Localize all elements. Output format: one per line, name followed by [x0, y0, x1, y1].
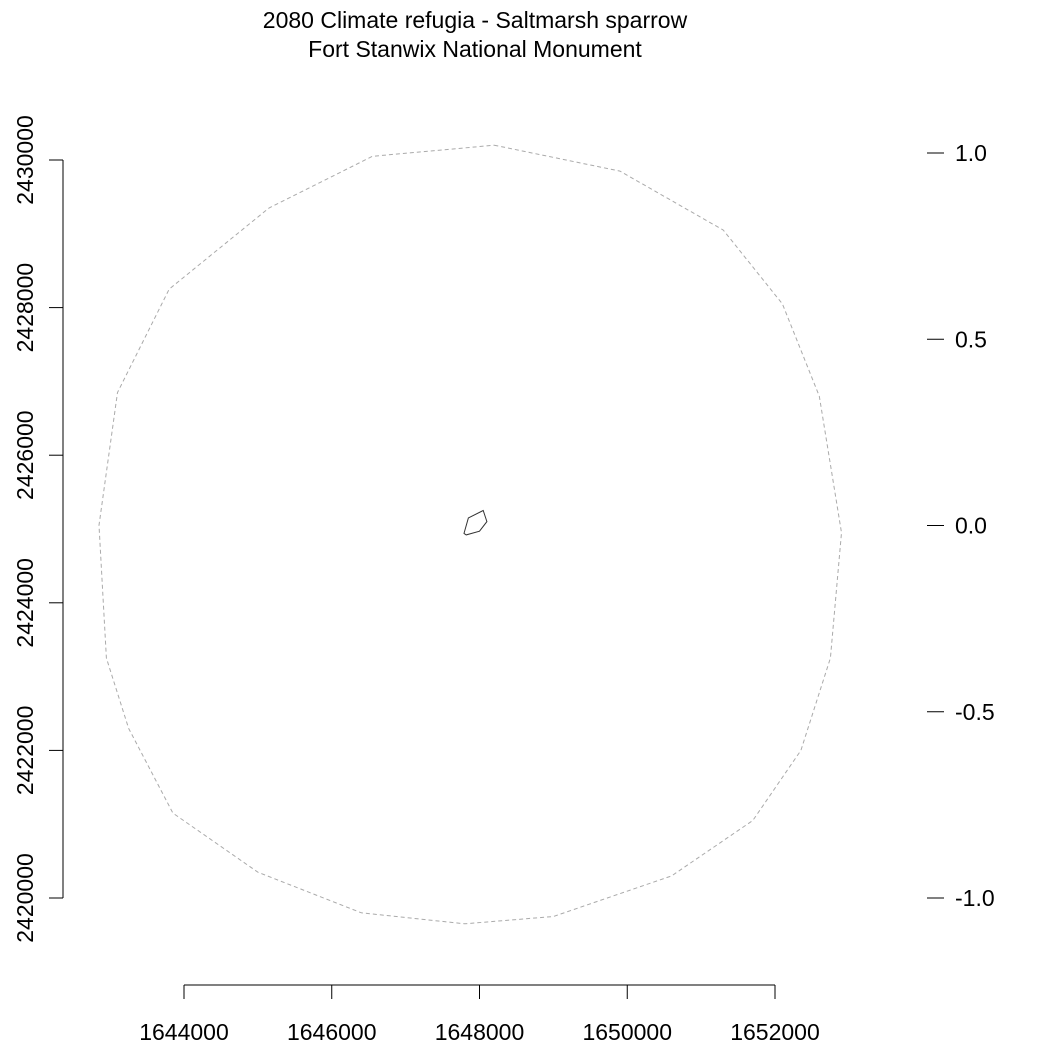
scale-tick-label: -0.5 — [955, 699, 995, 725]
scale-tick-label: 0.0 — [955, 513, 987, 539]
y-tick-label: 2428000 — [12, 263, 38, 353]
y-tick-label: 2430000 — [12, 115, 38, 205]
x-tick-label: 1652000 — [730, 1019, 820, 1045]
x-tick-label: 1644000 — [139, 1019, 229, 1045]
y-tick-label: 2422000 — [12, 706, 38, 796]
y-tick-label: 2426000 — [12, 410, 38, 500]
scale-tick-label: 0.5 — [955, 326, 987, 352]
chart-title: 2080 Climate refugia - Saltmarsh sparrow — [262, 7, 688, 33]
y-tick-label: 2420000 — [12, 853, 38, 943]
x-tick-label: 1648000 — [435, 1019, 525, 1045]
y-tick-label: 2424000 — [12, 558, 38, 648]
scale-tick-label: 1.0 — [955, 140, 987, 166]
scale-tick-label: -1.0 — [955, 885, 995, 911]
buffer-polygon — [98, 144, 843, 925]
park-boundary — [463, 509, 488, 536]
x-tick-label: 1650000 — [582, 1019, 672, 1045]
chart-subtitle: Fort Stanwix National Monument — [308, 36, 642, 62]
x-tick-label: 1646000 — [287, 1019, 377, 1045]
